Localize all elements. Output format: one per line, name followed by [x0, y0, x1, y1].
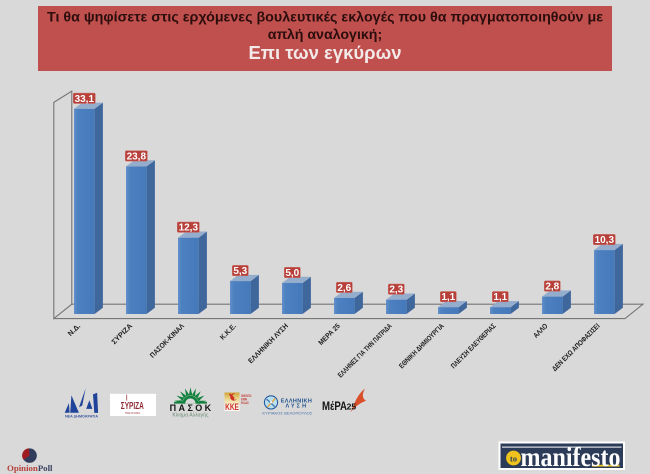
svg-text:1,1: 1,1	[441, 292, 455, 303]
svg-text:1,1: 1,1	[493, 292, 507, 303]
svg-text:2,8: 2,8	[545, 282, 559, 293]
svg-text:ΚΥΡΙΑΚΟΣ ΒΕΛΟΠΟΥΛΟΣ: ΚΥΡΙΑΚΟΣ ΒΕΛΟΠΟΥΛΟΣ	[262, 411, 312, 415]
svg-text:to: to	[510, 453, 517, 463]
svg-text:2,6: 2,6	[337, 283, 351, 294]
svg-text:ΠΡΟΟΔΕΥΤΙΚΗ ΣΥΜΜΑΧΙΑ: ΠΡΟΟΔΕΥΤΙΚΗ ΣΥΜΜΑΧΙΑ	[125, 411, 140, 415]
svg-text:25: 25	[347, 402, 357, 412]
svg-text:2,3: 2,3	[389, 285, 403, 296]
svg-text:ΕΛΛΑΔΑΣ: ΕΛΛΑΔΑΣ	[241, 401, 249, 405]
svg-text:Κίνημα Αλλαγής: Κίνημα Αλλαγής	[172, 412, 208, 419]
svg-text:Επι των εγκύρων: Επι των εγκύρων	[248, 42, 401, 63]
svg-text:ΚΚΕ: ΚΚΕ	[225, 402, 239, 412]
svg-text:ΝΕΑ ΔΗΜΟΚΡΑΤΙΑ: ΝΕΑ ΔΗΜΟΚΡΑΤΙΑ	[65, 414, 98, 419]
svg-text:5,0: 5,0	[285, 268, 299, 279]
svg-text:ΛΥΣΗ: ΛΥΣΗ	[286, 403, 307, 409]
svg-text:5,3: 5,3	[233, 266, 247, 277]
svg-text:ΠΑΣΟΚ: ΠΑΣΟΚ	[170, 403, 212, 413]
svg-text:ΣΥΡΙΖΑ: ΣΥΡΙΖΑ	[121, 401, 144, 412]
svg-text:Τι θα ψηφίσετε στις ερχόμενες: Τι θα ψηφίσετε στις ερχόμενες βουλευτικέ…	[47, 10, 603, 26]
svg-text:23,8: 23,8	[127, 151, 147, 162]
svg-text:12,3: 12,3	[179, 223, 199, 234]
svg-text:manifesto: manifesto	[521, 441, 621, 472]
svg-text:απλή αναλογική;: απλή αναλογική;	[268, 27, 382, 43]
svg-text:33,1: 33,1	[75, 94, 95, 105]
svg-text:ΕΛΛΗΝΙΚΗ: ΕΛΛΗΝΙΚΗ	[281, 398, 312, 404]
svg-text:10,3: 10,3	[595, 235, 615, 246]
svg-text:ΜέΡΑ: ΜέΡΑ	[322, 401, 347, 413]
svg-text:OpinionPoll: OpinionPoll	[7, 463, 53, 473]
svg-text:ΚΟΜΜΑ: ΚΟΜΜΑ	[241, 397, 248, 401]
svg-text:ΚΟΜΜΟΥΝΙΣΤΙΚΟ: ΚΟΜΜΟΥΝΙΣΤΙΚΟ	[241, 394, 252, 398]
